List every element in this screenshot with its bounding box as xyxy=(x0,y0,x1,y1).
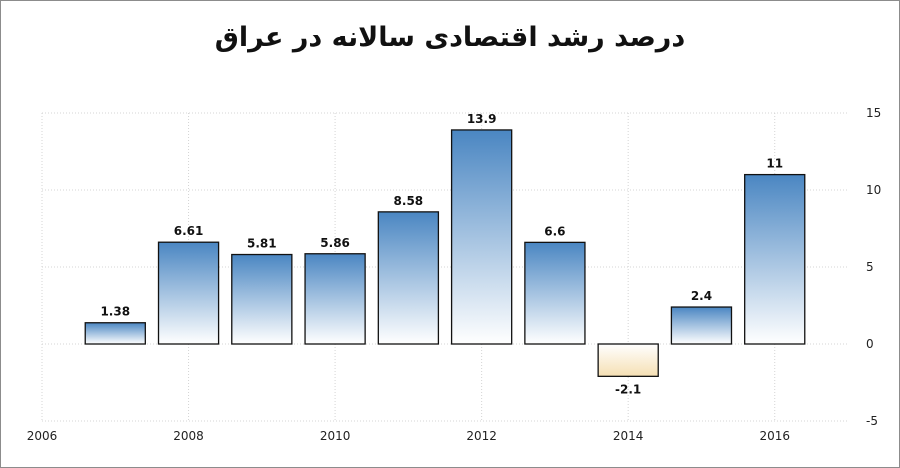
bar xyxy=(377,211,440,345)
data-label: 2.4 xyxy=(691,289,712,303)
bar xyxy=(157,241,220,345)
x-tick-label: 2006 xyxy=(27,429,58,443)
data-label: 1.38 xyxy=(100,305,130,319)
data-label: 5.86 xyxy=(320,236,350,250)
y-tick-label: 5 xyxy=(866,260,874,274)
y-tick-label: -5 xyxy=(866,414,878,428)
data-label: 13.9 xyxy=(467,112,497,126)
y-axis-ticks: -5 0 5 10 15 xyxy=(866,106,881,428)
data-label: 5.81 xyxy=(247,237,277,251)
x-tick-label: 2016 xyxy=(759,429,790,443)
data-labels: 1.38 6.61 5.81 5.86 8.58 13.9 6.6 -2.1 2.4 11 xyxy=(100,112,783,396)
data-label: -2.1 xyxy=(615,382,641,396)
bar xyxy=(524,241,586,345)
bar xyxy=(84,322,146,345)
y-tick-label: 0 xyxy=(866,337,874,351)
chart-title: درصد رشد اقتصادی سالانه در عراق xyxy=(214,22,686,53)
bars xyxy=(84,129,806,377)
data-label: 11 xyxy=(766,157,783,171)
y-tick-label: 15 xyxy=(866,106,881,120)
x-tick-label: 2012 xyxy=(466,429,497,443)
y-tick-label: 10 xyxy=(866,183,881,197)
bar xyxy=(450,129,513,345)
bar xyxy=(670,306,733,345)
x-axis-ticks: 2006 2008 2010 2012 2014 2016 xyxy=(27,429,790,443)
data-label: 6.6 xyxy=(544,224,565,238)
bar xyxy=(304,253,366,345)
x-tick-label: 2010 xyxy=(320,429,351,443)
bar xyxy=(231,253,293,345)
x-tick-label: 2014 xyxy=(613,429,644,443)
bar xyxy=(744,173,806,345)
data-label: 8.58 xyxy=(394,194,424,208)
bar xyxy=(597,343,659,377)
x-tick-label: 2008 xyxy=(173,429,204,443)
data-label: 6.61 xyxy=(174,224,204,238)
